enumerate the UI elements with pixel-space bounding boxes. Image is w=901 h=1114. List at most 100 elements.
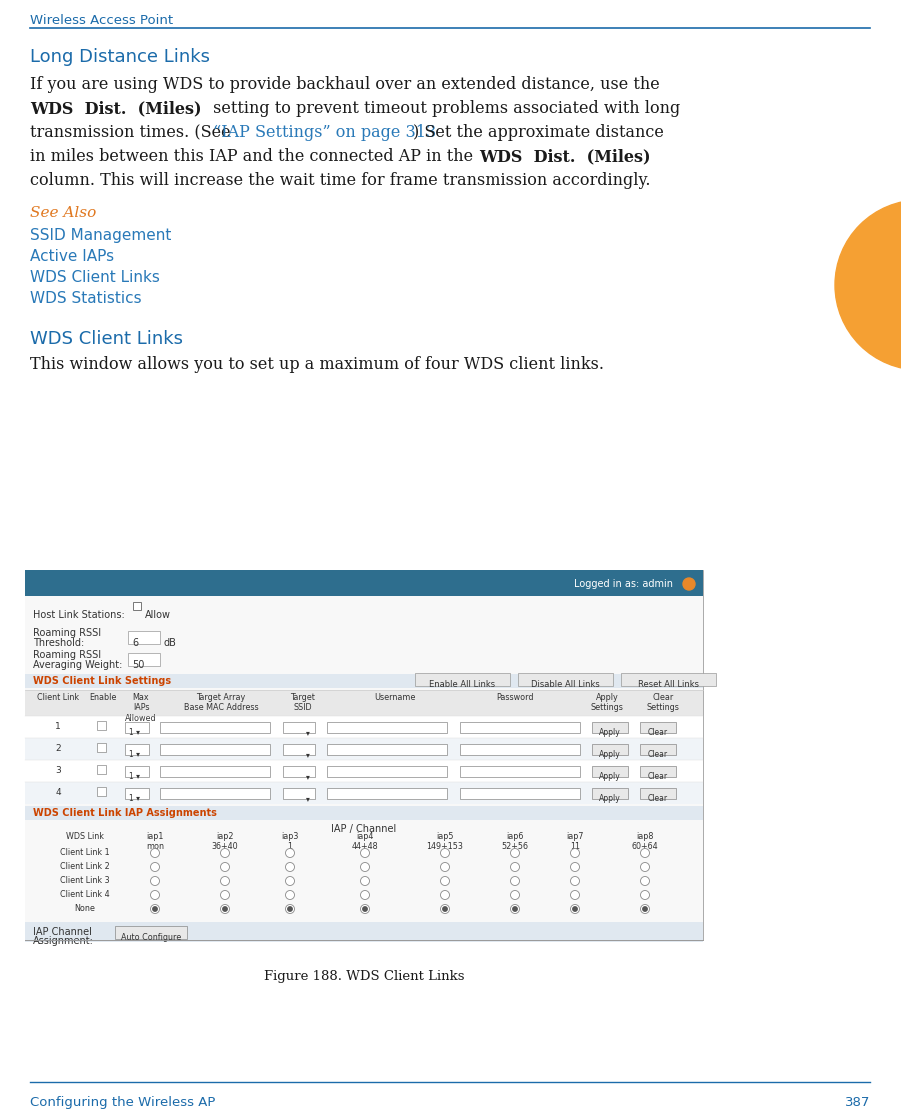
- Bar: [283, 766, 315, 776]
- Text: Assignment:: Assignment:: [33, 936, 94, 946]
- Bar: [518, 673, 613, 686]
- Circle shape: [221, 849, 230, 858]
- Text: Username: Username: [374, 693, 415, 702]
- Circle shape: [641, 905, 650, 913]
- Bar: [415, 673, 510, 686]
- Text: Max
IAPs
Allowed: Max IAPs Allowed: [125, 693, 157, 723]
- Circle shape: [570, 862, 579, 871]
- Circle shape: [511, 877, 520, 886]
- Bar: [640, 788, 676, 799]
- Text: ▾: ▾: [306, 729, 310, 737]
- Circle shape: [286, 905, 295, 913]
- Circle shape: [641, 862, 650, 871]
- Circle shape: [286, 849, 295, 858]
- Text: in miles between this IAP and the connected AP in the: in miles between this IAP and the connec…: [30, 148, 478, 165]
- Circle shape: [641, 890, 650, 899]
- Bar: [25, 674, 703, 688]
- Text: WDS Statistics: WDS Statistics: [30, 291, 141, 306]
- Text: Apply
Settings: Apply Settings: [590, 693, 623, 712]
- Text: iap5
149+153: iap5 149+153: [426, 832, 463, 851]
- Text: Apply: Apply: [599, 750, 621, 759]
- Circle shape: [570, 890, 579, 899]
- Circle shape: [360, 905, 369, 913]
- Text: WDS Client Link Settings: WDS Client Link Settings: [33, 676, 171, 686]
- Text: WDS  Dist.  (Miles): WDS Dist. (Miles): [30, 100, 202, 117]
- Circle shape: [441, 877, 450, 886]
- Circle shape: [287, 907, 292, 911]
- Bar: [640, 722, 676, 733]
- Text: Client Link 4: Client Link 4: [60, 890, 110, 899]
- Bar: [283, 722, 315, 733]
- Text: transmission times. (See: transmission times. (See: [30, 124, 236, 141]
- Bar: [25, 570, 703, 940]
- Text: 3: 3: [55, 766, 61, 775]
- Text: WDS Link: WDS Link: [66, 832, 104, 841]
- Text: Active IAPs: Active IAPs: [30, 250, 114, 264]
- Text: ▾: ▾: [306, 772, 310, 781]
- Text: Clear: Clear: [648, 772, 668, 781]
- Text: Apply: Apply: [599, 794, 621, 803]
- Text: Clear
Settings: Clear Settings: [647, 693, 679, 712]
- Text: 1 ▾: 1 ▾: [129, 750, 140, 759]
- Circle shape: [286, 890, 295, 899]
- Text: This window allows you to set up a maximum of four WDS client links.: This window allows you to set up a maxim…: [30, 356, 604, 373]
- Circle shape: [511, 905, 520, 913]
- Bar: [97, 765, 106, 774]
- Bar: [25, 716, 703, 737]
- Bar: [327, 788, 447, 799]
- Circle shape: [570, 877, 579, 886]
- Text: ▾: ▾: [306, 750, 310, 759]
- Bar: [97, 743, 106, 752]
- Bar: [25, 570, 703, 596]
- Circle shape: [441, 905, 450, 913]
- Bar: [25, 596, 703, 940]
- Text: Reset All Links: Reset All Links: [638, 680, 698, 688]
- Circle shape: [641, 849, 650, 858]
- Text: Figure 188. WDS Client Links: Figure 188. WDS Client Links: [264, 970, 464, 983]
- Circle shape: [513, 907, 517, 911]
- Circle shape: [360, 849, 369, 858]
- Circle shape: [441, 862, 450, 871]
- Bar: [128, 631, 160, 644]
- Circle shape: [641, 877, 650, 886]
- Text: 387: 387: [844, 1096, 870, 1110]
- Circle shape: [363, 907, 368, 911]
- Text: Logged in as: admin: Logged in as: admin: [574, 579, 673, 589]
- Circle shape: [683, 578, 695, 590]
- Text: Password: Password: [496, 693, 533, 702]
- Bar: [25, 690, 703, 716]
- Text: Allow: Allow: [145, 610, 171, 620]
- Text: Roaming RSSI: Roaming RSSI: [33, 628, 101, 638]
- Circle shape: [511, 890, 520, 899]
- Text: iap3
1: iap3 1: [281, 832, 299, 851]
- Bar: [460, 722, 580, 733]
- Text: iap7
11: iap7 11: [566, 832, 584, 851]
- Text: iap2
36+40: iap2 36+40: [212, 832, 238, 851]
- Bar: [128, 653, 160, 666]
- Text: WDS Client Links: WDS Client Links: [30, 330, 183, 348]
- Text: column. This will increase the wait time for frame transmission accordingly.: column. This will increase the wait time…: [30, 172, 651, 189]
- Bar: [327, 744, 447, 755]
- Bar: [25, 737, 703, 760]
- Text: 1 ▾: 1 ▾: [129, 794, 140, 803]
- Circle shape: [150, 862, 159, 871]
- Bar: [160, 766, 270, 776]
- Text: ▾: ▾: [306, 794, 310, 803]
- Text: 1 ▾: 1 ▾: [129, 772, 140, 781]
- Text: Long Distance Links: Long Distance Links: [30, 48, 210, 66]
- Circle shape: [441, 890, 450, 899]
- Bar: [25, 807, 703, 820]
- Circle shape: [441, 849, 450, 858]
- Text: IAP Channel: IAP Channel: [33, 927, 92, 937]
- Text: Host Link Stations:: Host Link Stations:: [33, 610, 124, 620]
- Bar: [592, 766, 628, 776]
- Text: Enable All Links: Enable All Links: [429, 680, 495, 688]
- Text: Clear: Clear: [648, 750, 668, 759]
- Text: Roaming RSSI: Roaming RSSI: [33, 649, 101, 659]
- Bar: [327, 766, 447, 776]
- Bar: [97, 721, 106, 730]
- Circle shape: [642, 907, 647, 911]
- Bar: [25, 782, 703, 804]
- Circle shape: [221, 905, 230, 913]
- Text: Client Link 2: Client Link 2: [60, 862, 110, 871]
